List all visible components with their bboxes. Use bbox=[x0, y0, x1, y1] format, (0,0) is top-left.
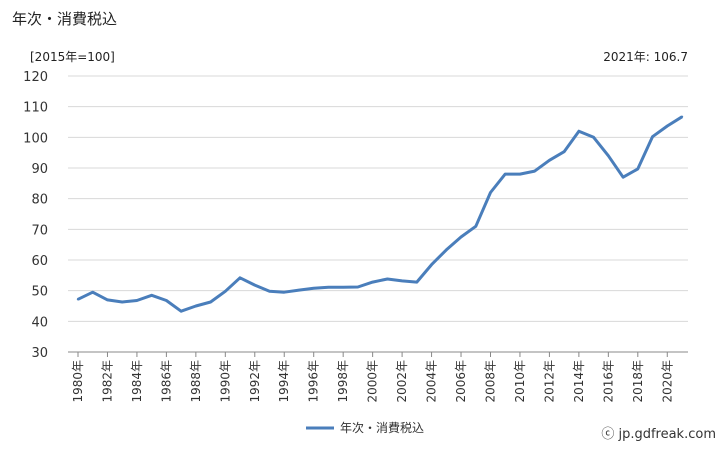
data-point bbox=[651, 135, 654, 138]
chart-title: 年次・消費税込 bbox=[12, 10, 118, 28]
data-point bbox=[621, 176, 625, 179]
y-tick-label: 30 bbox=[31, 346, 48, 361]
data-point bbox=[253, 283, 256, 287]
data-point bbox=[312, 287, 315, 290]
data-point bbox=[165, 299, 168, 302]
y-tick-label: 100 bbox=[23, 131, 48, 146]
y-axis-unit-label: [2015年=100] bbox=[30, 50, 115, 64]
data-point bbox=[194, 304, 198, 308]
data-point bbox=[666, 124, 669, 128]
data-point bbox=[533, 169, 536, 173]
data-point bbox=[489, 191, 492, 194]
legend-label: 年次・消費税込 bbox=[340, 420, 424, 435]
data-point bbox=[327, 286, 330, 289]
data-point bbox=[680, 115, 684, 118]
latest-value-label: 2021年: 106.7 bbox=[603, 50, 688, 64]
x-tick-label: 1986年 bbox=[159, 360, 173, 403]
data-point bbox=[518, 172, 522, 176]
x-tick-label: 2008年 bbox=[483, 360, 497, 403]
y-tick-label: 70 bbox=[31, 223, 48, 238]
data-point bbox=[430, 263, 433, 266]
x-tick-label: 1998年 bbox=[336, 360, 350, 403]
data-point bbox=[504, 172, 507, 176]
x-tick-label: 2012年 bbox=[542, 360, 556, 403]
x-tick-label: 1992年 bbox=[248, 360, 262, 403]
data-point bbox=[356, 285, 360, 289]
data-point bbox=[459, 235, 463, 239]
x-tick-label: 2000年 bbox=[366, 360, 380, 403]
x-tick-label: 2010年 bbox=[513, 360, 527, 403]
data-point bbox=[341, 286, 345, 289]
data-point bbox=[135, 299, 139, 302]
series-line bbox=[77, 115, 683, 313]
data-point bbox=[120, 300, 124, 304]
data-point bbox=[562, 150, 566, 153]
x-tick-label: 1988年 bbox=[189, 360, 203, 403]
y-axis-ticks: 30 40 50 60 70 80 90 100 110 120 bbox=[23, 70, 48, 361]
y-tick-label: 120 bbox=[23, 70, 48, 85]
x-tick-label: 1994年 bbox=[277, 360, 291, 403]
x-tick-label: 2018年 bbox=[631, 360, 645, 403]
x-tick-label: 2014年 bbox=[572, 360, 586, 403]
data-point bbox=[238, 276, 242, 279]
y-tick-label: 50 bbox=[31, 285, 48, 300]
y-tick-label: 60 bbox=[31, 254, 48, 269]
legend: 年次・消費税込 bbox=[306, 420, 424, 435]
data-point bbox=[577, 130, 581, 133]
y-tick-label: 90 bbox=[31, 162, 48, 177]
data-point bbox=[474, 225, 477, 228]
data-point bbox=[76, 298, 80, 301]
data-point bbox=[209, 300, 212, 304]
data-point bbox=[297, 288, 301, 292]
x-tick-label: 1980年 bbox=[71, 360, 85, 403]
data-point bbox=[445, 248, 448, 252]
source-credit: ⓒ jp.gdfreak.com bbox=[601, 427, 716, 442]
data-point bbox=[548, 159, 551, 162]
data-point bbox=[400, 279, 404, 283]
y-tick-label: 80 bbox=[31, 193, 48, 208]
series-group bbox=[76, 115, 684, 313]
x-tick-label: 2002年 bbox=[395, 360, 409, 403]
x-tick-label: 1982年 bbox=[100, 360, 114, 403]
data-point bbox=[179, 310, 183, 313]
data-point bbox=[224, 290, 227, 293]
data-point bbox=[371, 280, 374, 284]
data-point bbox=[268, 290, 271, 293]
data-point bbox=[386, 277, 389, 281]
data-point bbox=[636, 167, 640, 171]
x-tick-label: 2004年 bbox=[425, 360, 439, 403]
data-point bbox=[607, 154, 610, 157]
data-point bbox=[91, 291, 94, 294]
x-tick-label: 2020年 bbox=[660, 360, 674, 403]
x-tick-label: 1990年 bbox=[218, 360, 232, 403]
data-point bbox=[106, 298, 109, 302]
x-tick-label: 2016年 bbox=[601, 360, 615, 403]
x-tick-label: 1996年 bbox=[307, 360, 321, 403]
grid-lines bbox=[68, 75, 688, 353]
x-tick-label: 2006年 bbox=[454, 360, 468, 403]
y-tick-label: 110 bbox=[23, 101, 48, 116]
y-tick-label: 40 bbox=[31, 315, 48, 330]
data-point bbox=[415, 280, 419, 284]
data-point bbox=[592, 136, 595, 139]
data-point bbox=[150, 294, 153, 297]
data-point bbox=[283, 291, 286, 294]
x-axis-ticks: 1980年 1982年 1984年 1986年 1988年 1990年 1992年 1994年… bbox=[71, 352, 674, 403]
x-tick-label: 1984年 bbox=[130, 360, 144, 403]
